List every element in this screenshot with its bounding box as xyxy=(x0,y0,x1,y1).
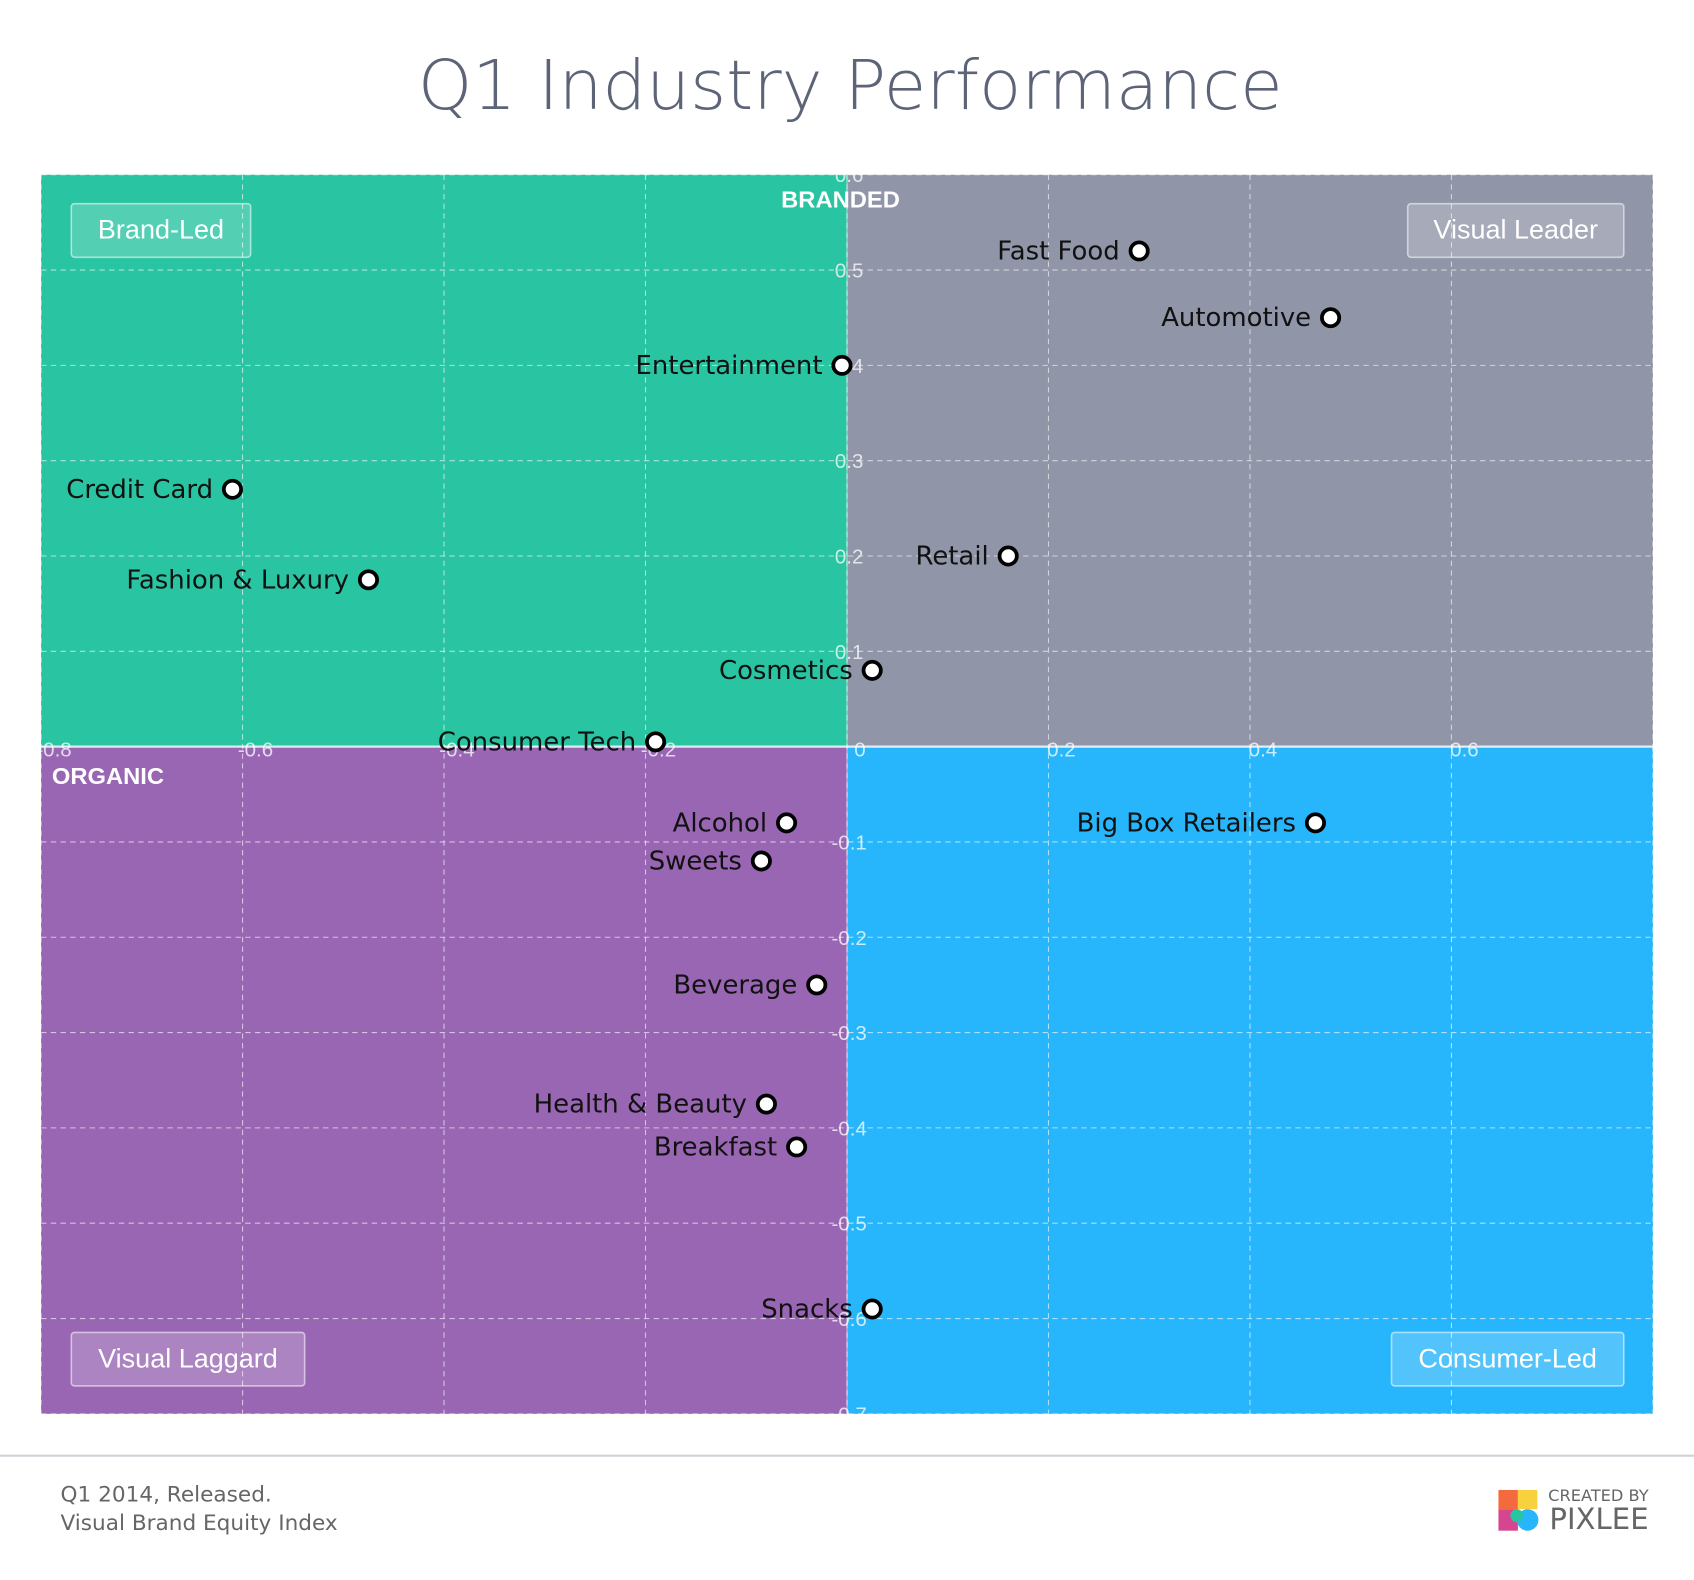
x-tick-label: -0.8 xyxy=(36,738,71,761)
point xyxy=(1320,307,1342,329)
point-label: Cosmetics xyxy=(719,656,853,686)
y-tick-label: -0.7 xyxy=(831,1403,866,1426)
quadrant-label: Brand-Led xyxy=(98,215,224,245)
y-tick-label: 0.3 xyxy=(835,450,864,473)
point-label: Credit Card xyxy=(66,475,213,505)
y-tick-label: -0.2 xyxy=(831,927,866,950)
point-label: Automotive xyxy=(1161,303,1311,333)
point-label: Alcohol xyxy=(673,809,768,839)
x-tick-label: 0.2 xyxy=(1047,738,1076,761)
quadrant xyxy=(41,746,847,1414)
point xyxy=(861,659,883,681)
point-label: Consumer Tech xyxy=(438,727,636,757)
point-label: Sweets xyxy=(649,847,742,877)
footer-line: Q1 2014, Released. xyxy=(61,1482,272,1507)
point xyxy=(997,545,1019,567)
y-tick-label: -0.1 xyxy=(831,832,866,855)
point-label: Retail xyxy=(916,542,989,572)
point-label: Big Box Retailers xyxy=(1077,809,1296,839)
axis-label: ORGANIC xyxy=(52,764,164,790)
y-tick-label: -0.6 xyxy=(831,1308,866,1331)
y-tick-label: 0.5 xyxy=(835,260,864,283)
point-label: Fashion & Luxury xyxy=(126,565,349,595)
logo xyxy=(1498,1489,1539,1531)
credit: CREATED BY xyxy=(1548,1486,1649,1505)
point xyxy=(1304,812,1326,834)
point-label: Breakfast xyxy=(654,1133,777,1163)
chart-title: Q1 Industry Performance xyxy=(418,46,1283,126)
x-tick-label: 0.8 xyxy=(1652,738,1681,761)
y-tick-label: 0.1 xyxy=(835,641,864,664)
point xyxy=(357,569,380,591)
quadrant-box xyxy=(1406,202,1625,259)
point xyxy=(861,1298,883,1320)
y-tick-label: 0.2 xyxy=(835,546,864,569)
x-tick-label: -0.4 xyxy=(439,738,474,761)
point xyxy=(786,1136,808,1158)
point-label: Health & Beauty xyxy=(534,1090,747,1120)
quadrant-box xyxy=(70,1331,306,1387)
y-tick-label: -0.5 xyxy=(831,1213,866,1236)
point xyxy=(221,478,243,500)
x-tick-label: 0.6 xyxy=(1450,738,1479,761)
x-tick-label: -0.6 xyxy=(238,738,273,761)
quadrant xyxy=(847,746,1653,1414)
point xyxy=(755,1093,777,1115)
quadrant-box xyxy=(70,202,252,259)
y-tick-label: -0.3 xyxy=(831,1022,866,1045)
point xyxy=(645,731,667,753)
point xyxy=(831,354,853,376)
y-tick-label: -0.4 xyxy=(831,1117,866,1140)
point xyxy=(750,850,772,872)
point-label: Beverage xyxy=(673,971,797,1001)
point xyxy=(1128,240,1150,262)
x-tick-label: 0.4 xyxy=(1249,738,1278,761)
footer-line: Visual Brand Equity Index xyxy=(61,1511,338,1536)
point xyxy=(776,812,798,834)
quadrant-box xyxy=(1390,1331,1625,1387)
quadrant-label: Visual Leader xyxy=(1433,215,1598,245)
plot-area: -0.8 -0.6 -0.4 -0.2 0 0.2 0.4 0.6 0.8 -0.7 -0.6 -0.… xyxy=(36,164,1680,1426)
y-tick-label: 0.6 xyxy=(835,164,864,187)
quadrant-label: Consumer-Led xyxy=(1418,1343,1597,1373)
point-label: Fast Food xyxy=(997,237,1119,267)
point xyxy=(806,974,828,996)
quadrant-label: Visual Laggard xyxy=(98,1343,278,1373)
x-tick-label: 0 xyxy=(854,738,865,761)
brand: PIXLEE xyxy=(1549,1502,1648,1536)
axis-label: BRANDED xyxy=(781,188,900,214)
point-label: Entertainment xyxy=(636,351,823,381)
point-label: Snacks xyxy=(761,1295,853,1325)
